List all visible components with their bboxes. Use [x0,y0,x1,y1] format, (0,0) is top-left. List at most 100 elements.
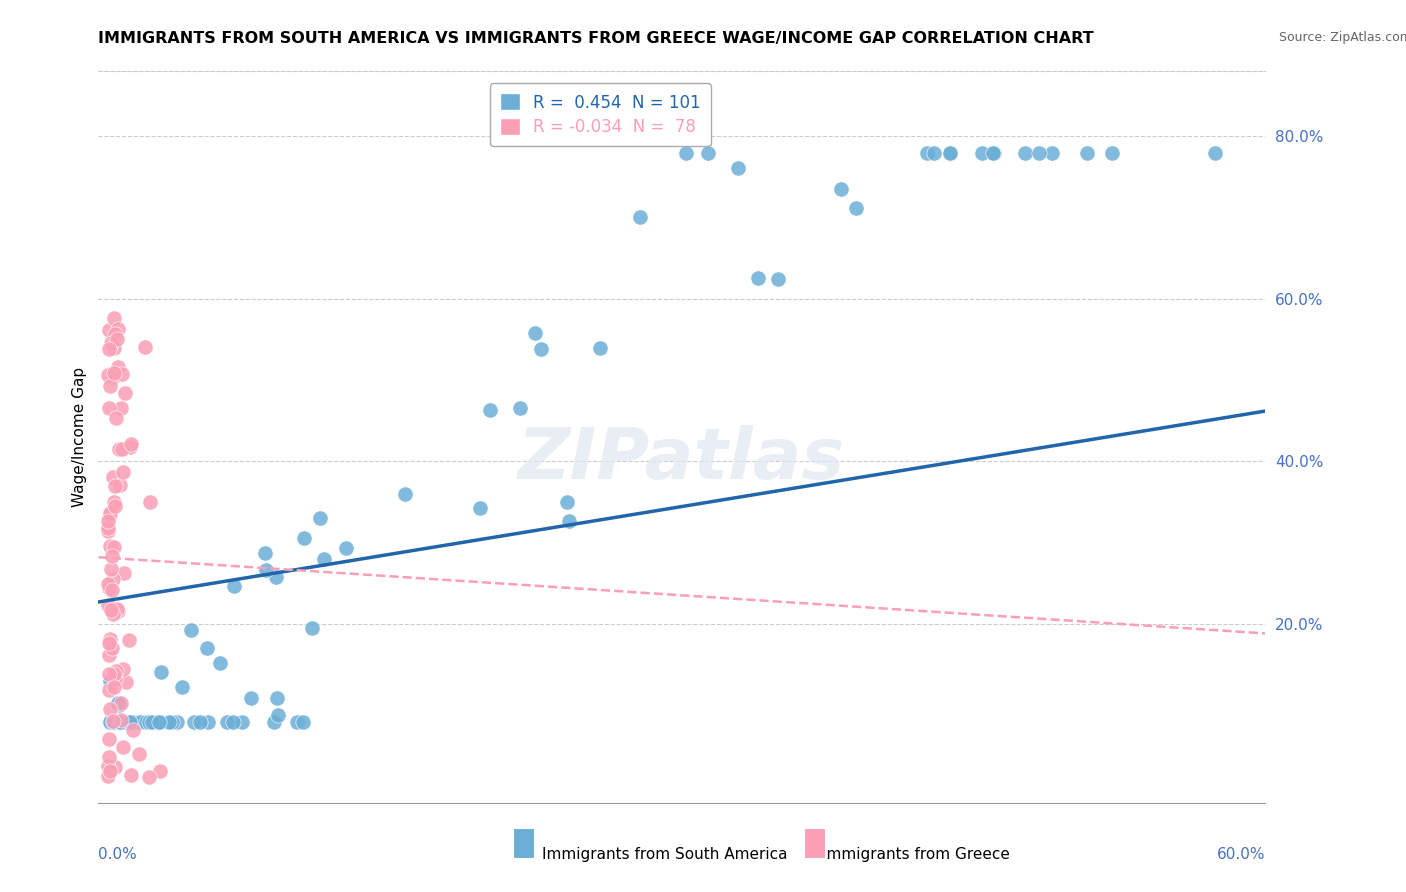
Point [98,674,121,689]
Point [97,577,120,591]
Point [110,697,132,711]
Point [830,182,852,196]
Point [138,714,160,729]
Point [309,511,332,525]
Point [101,470,124,484]
Point [100,335,122,350]
Point [122,714,145,729]
Point [117,714,139,729]
Point [104,673,127,687]
Point [301,622,323,636]
Point [120,437,142,451]
Point [148,764,170,778]
Point [98,714,121,729]
Point [101,549,124,563]
Point [983,145,1005,160]
Point [98,379,121,393]
Point [115,714,138,729]
Point [108,714,131,729]
Point [292,531,315,545]
Point [101,370,124,384]
Point [138,714,160,729]
Point [104,478,127,492]
Point [101,607,124,621]
Point [101,572,124,586]
Point [115,714,138,729]
Point [915,145,938,160]
Point [231,714,253,729]
Point [266,708,288,723]
Point [98,764,121,778]
Point [148,714,170,729]
Point [114,385,136,400]
Point [110,401,132,416]
Point [101,714,124,729]
Point [97,667,120,681]
Point [129,714,152,729]
Point [100,714,122,729]
Text: 60.0%: 60.0% [1218,847,1265,862]
Point [105,714,128,729]
Point [697,145,720,160]
Point [981,145,1004,160]
Point [589,342,612,356]
Point [217,714,239,729]
Point [97,682,120,697]
Point [312,551,335,566]
Point [103,540,125,554]
Y-axis label: Wage/Income Gap: Wage/Income Gap [72,367,87,508]
Point [98,632,121,647]
Point [524,326,547,340]
Point [188,714,211,729]
Point [105,602,128,616]
Point [104,411,127,425]
Point [103,494,125,508]
Point [727,161,749,175]
Point [112,662,135,676]
Point [108,698,131,713]
Point [628,210,651,224]
Point [197,714,219,729]
Point [98,508,121,523]
Point [118,633,141,648]
Point [263,714,285,729]
Point [100,582,122,597]
Point [104,664,127,678]
Point [108,442,131,456]
Point [105,714,128,729]
Point [97,598,120,612]
Point [103,667,125,681]
Point [1028,145,1050,160]
Point [845,201,868,215]
Point [97,521,120,535]
Point [114,714,136,729]
Text: Immigrants from Greece: Immigrants from Greece [823,847,1010,862]
Point [149,665,172,680]
Point [136,714,159,729]
Point [139,495,162,509]
Point [100,561,122,575]
Point [107,321,129,335]
Point [1040,145,1063,160]
Point [266,691,288,706]
Point [122,714,145,729]
Point [266,570,288,584]
Point [149,714,172,729]
Point [97,368,120,382]
Point [285,714,308,729]
Point [97,514,120,528]
Point [118,714,141,729]
Point [170,680,193,694]
Point [120,440,142,454]
Point [292,714,315,729]
Point [121,723,143,737]
Point [105,332,128,346]
Point [981,145,1004,160]
Point [103,341,125,355]
Point [394,486,416,500]
Point [97,750,120,764]
Point [110,714,132,729]
Point [557,495,579,509]
Point [111,367,134,381]
Point [131,714,153,729]
